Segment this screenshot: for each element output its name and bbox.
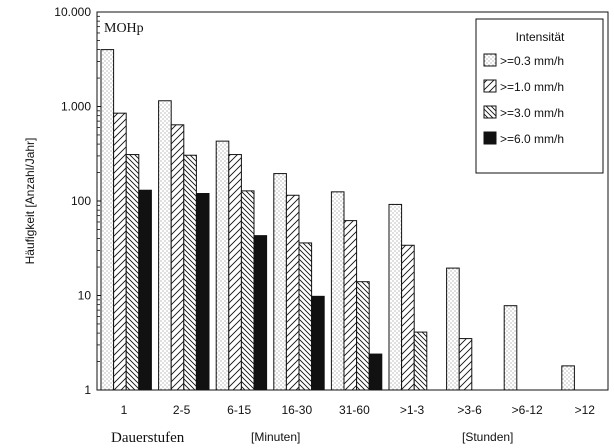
- x-axis-label: Dauerstufen: [111, 430, 185, 446]
- bar-solid: [253, 235, 268, 391]
- legend-entry-label: >=0.3 mm/h: [500, 54, 564, 68]
- bar-forward-hatch: [285, 194, 300, 391]
- x-tick-label: 16-30: [281, 403, 312, 417]
- bar-back-hatch: [240, 190, 255, 391]
- bar-forward-hatch: [343, 220, 358, 391]
- bar-forward-hatch: [113, 112, 127, 391]
- x-tick-label: >12: [575, 403, 596, 417]
- y-tick-label: 10.000: [54, 5, 91, 19]
- legend-entry-label: >=1.0 mm/h: [500, 80, 564, 94]
- y-axis-label: Häufigkeit [Anzahl/Jahr]: [23, 138, 37, 265]
- x-tick-label: 2-5: [173, 403, 191, 417]
- x-tick-label: >6-12: [512, 403, 543, 417]
- bar-solid: [311, 295, 325, 391]
- x-tick-label: 31-60: [339, 403, 370, 417]
- bar-dots: [100, 49, 115, 391]
- x-axis-ticks: 1 2-5 6-15 16-30 31-60 >1-3 >3-6 >6-12 >12: [121, 403, 596, 417]
- bar-forward-hatch: [458, 338, 473, 391]
- legend-entry-label: >=3.0 mm/h: [500, 106, 564, 120]
- bar-dots: [388, 203, 403, 391]
- bar-solid: [138, 189, 152, 391]
- legend-box: [475, 18, 604, 174]
- legend-title: Intensität: [516, 30, 565, 44]
- legend-swatch-back-hatch: [483, 105, 497, 119]
- y-tick-label: 1.000: [61, 100, 91, 114]
- legend-entry-label: >=6.0 mm/h: [500, 132, 564, 146]
- y-tick-label: 10: [78, 289, 92, 303]
- bar-forward-hatch: [228, 154, 242, 391]
- bar-dots: [503, 305, 518, 391]
- bar-solid: [195, 193, 210, 391]
- bar-back-hatch: [125, 154, 140, 391]
- y-tick-label: 1: [84, 383, 91, 397]
- bar-dots: [273, 173, 287, 391]
- y-axis-ticks: 10.000 1.000 100 10 1: [54, 5, 103, 397]
- bar-back-hatch: [413, 331, 428, 391]
- bars: [100, 49, 575, 391]
- bar-back-hatch: [356, 281, 370, 391]
- legend-swatch-forward-hatch: [483, 79, 497, 93]
- bar-forward-hatch: [170, 124, 185, 391]
- x-tick-label: >3-6: [457, 403, 482, 417]
- bar-dots: [446, 267, 460, 391]
- bar-back-hatch: [183, 154, 197, 391]
- legend: Intensität >=0.3 mm/h >=1.0 mm/h >=3.0 mm/…: [475, 18, 604, 174]
- x-tick-label: >1-3: [400, 403, 425, 417]
- y-tick-label: 100: [71, 194, 91, 208]
- x-tick-label: 1: [121, 403, 128, 417]
- x-axis-unit-hours: [Stunden]: [462, 430, 513, 444]
- bar-dots: [158, 100, 172, 391]
- bar-forward-hatch: [401, 244, 415, 391]
- x-tick-label: 6-15: [227, 403, 251, 417]
- bar-solid: [368, 353, 383, 391]
- panel-label: MOHp: [104, 21, 144, 36]
- legend-swatch-dots: [483, 53, 497, 67]
- legend-swatch-solid: [483, 131, 497, 145]
- x-axis-unit-minutes: [Minuten]: [251, 430, 300, 444]
- bar-dots: [215, 140, 230, 391]
- bar-back-hatch: [298, 242, 313, 391]
- bar-dots: [561, 365, 575, 391]
- bar-dots: [330, 191, 345, 391]
